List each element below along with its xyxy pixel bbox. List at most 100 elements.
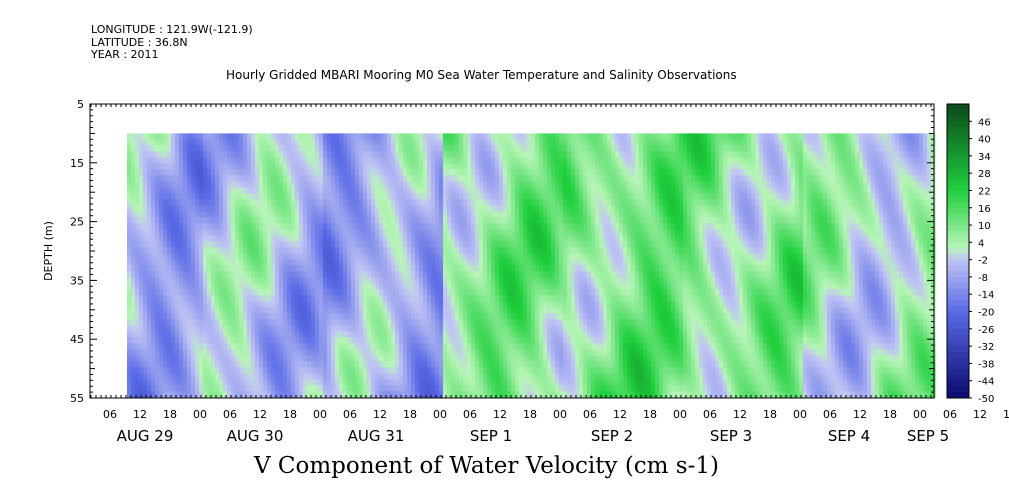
heatmap-cell [423,379,428,386]
heatmap-cell [543,361,548,368]
heatmap-cell [383,223,388,230]
heatmap-cell [419,361,424,368]
heatmap-cell [227,139,232,146]
heatmap-cell [271,301,276,308]
heatmap-cell [235,391,240,398]
heatmap-cell [127,343,132,350]
heatmap-cell [327,247,332,254]
heatmap-cell [207,163,212,170]
heatmap-cell [223,331,228,338]
heatmap-cell [447,391,452,398]
heatmap-cell [239,175,244,182]
heatmap-cell [327,391,332,398]
heatmap-cell [299,283,304,290]
heatmap-cell [147,301,152,308]
heatmap-cell [443,139,448,146]
heatmap-cell [415,385,420,392]
heatmap-cell [239,391,244,398]
heatmap-cell [291,145,296,152]
heatmap-cell [167,217,172,224]
heatmap-cell [135,181,140,188]
heatmap-cell [203,151,208,158]
heatmap-cell [275,355,280,362]
heatmap-cell [319,241,324,248]
heatmap-cell [427,301,432,308]
heatmap-cell [239,265,244,272]
heatmap-cell [451,205,456,212]
heatmap-cell [511,361,516,368]
heatmap-cell [559,373,564,380]
heatmap-cell [339,343,344,350]
heatmap-cell [495,241,500,248]
heatmap-cell [543,145,548,152]
heatmap-cell [131,175,136,182]
heatmap-cell [311,307,316,314]
heatmap-cell [523,295,528,302]
heatmap-cell [523,229,528,236]
heatmap-cell [447,163,452,170]
heatmap-cell [159,169,164,176]
heatmap-cell [171,361,176,368]
heatmap-cell [155,385,160,392]
heatmap-cell [259,313,264,320]
heatmap-cell [551,295,556,302]
heatmap-cell [207,151,212,158]
heatmap-cell [255,301,260,308]
heatmap-cell [131,157,136,164]
heatmap-cell [479,169,484,176]
heatmap-cell [407,325,412,332]
heatmap-cell [375,325,380,332]
heatmap-cell [255,355,260,362]
heatmap-cell [267,199,272,206]
heatmap-cell [271,319,276,326]
heatmap-cell [563,385,568,392]
heatmap-cell [127,373,132,380]
heatmap-cell [263,289,268,296]
heatmap-cell [551,367,556,374]
heatmap-cell [527,253,532,260]
heatmap-cell [511,229,516,236]
heatmap-cell [271,331,276,338]
heatmap-cell [323,139,328,146]
heatmap-cell [243,271,248,278]
heatmap-cell [263,181,268,188]
heatmap-cell [231,373,236,380]
heatmap-cell [167,235,172,242]
heatmap-cell [127,241,132,248]
heatmap-cell [251,385,256,392]
heatmap-cell [295,373,300,380]
heatmap-cell [167,385,172,392]
heatmap-cell [227,259,232,266]
heatmap-cell [467,199,472,206]
heatmap-cell [271,271,276,278]
heatmap-cell [227,367,232,374]
heatmap-cell [567,211,572,218]
heatmap-cell [239,235,244,242]
heatmap-cell [347,145,352,152]
heatmap-cell [359,271,364,278]
heatmap-cell [127,199,132,206]
heatmap-cell [211,241,216,248]
heatmap-cell [167,349,172,356]
heatmap-cell [227,307,232,314]
heatmap-cell [267,373,272,380]
heatmap-cell [379,193,384,200]
heatmap-cell [331,163,336,170]
heatmap-cell [399,355,404,362]
heatmap-cell [343,361,348,368]
heatmap-cell [291,133,296,140]
heatmap-cell [551,301,556,308]
heatmap-cell [255,271,260,278]
heatmap-cell [311,169,316,176]
heatmap-cell [227,319,232,326]
heatmap-cell [431,313,436,320]
heatmap-cell [427,205,432,212]
heatmap-cell [231,367,236,374]
heatmap-cell [235,145,240,152]
heatmap-cell [559,253,564,260]
heatmap-cell [531,235,536,242]
heatmap-cell [259,241,264,248]
heatmap-cell [255,181,260,188]
heatmap-cell [311,337,316,344]
heatmap-cell [363,349,368,356]
